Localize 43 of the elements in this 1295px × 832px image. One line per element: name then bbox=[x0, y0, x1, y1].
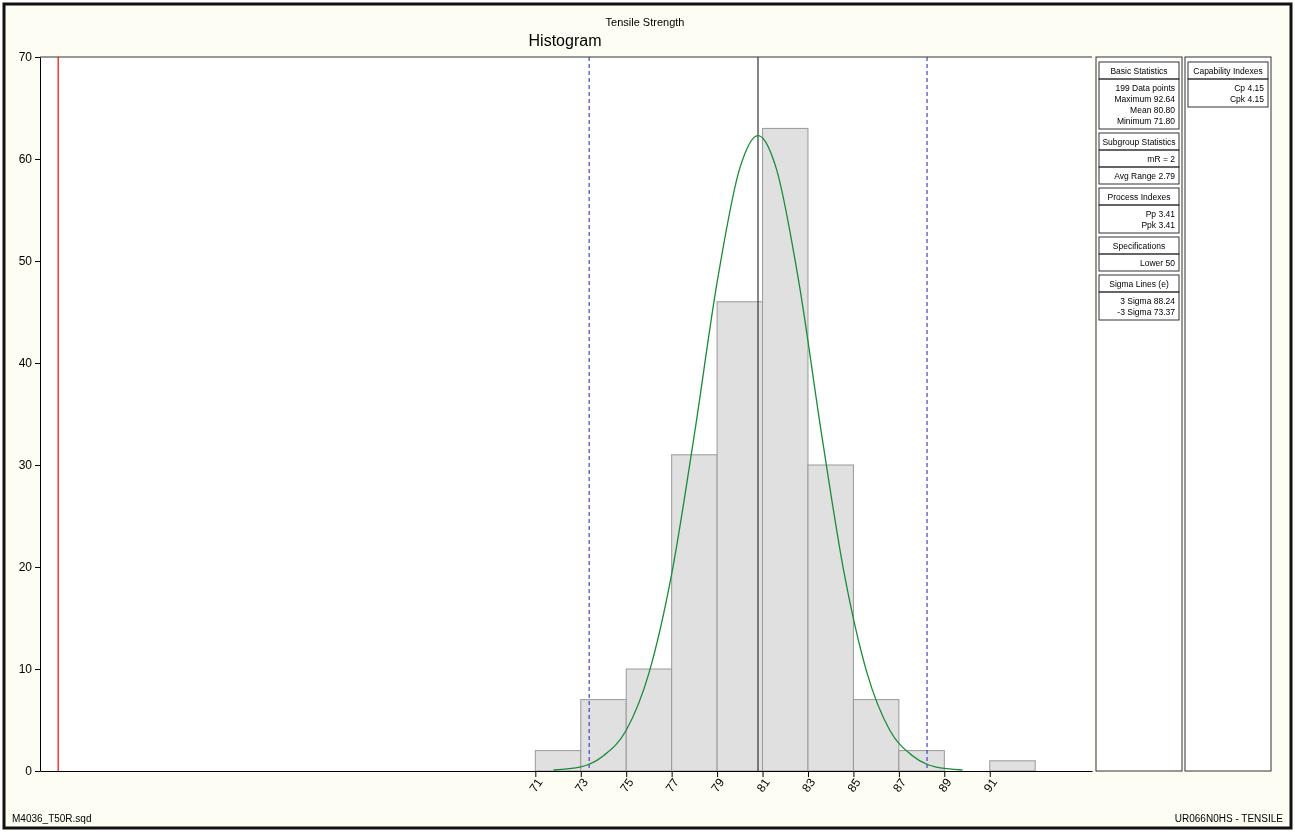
text: 3 Sigma 88.24 bbox=[1120, 296, 1176, 306]
text: Ppk 3.41 bbox=[1141, 220, 1176, 230]
y-tick-label: 10 bbox=[18, 662, 33, 677]
text: Pp 3.41 bbox=[1145, 209, 1176, 219]
x-tick-label: 91 bbox=[980, 775, 1001, 795]
y-tick-label: 0 bbox=[25, 764, 33, 779]
y-tick-label: 30 bbox=[18, 458, 33, 473]
x-tick-label: 77 bbox=[662, 775, 683, 795]
text: M4036_T50R.sqd bbox=[12, 813, 92, 824]
x-tick-label: 79 bbox=[708, 775, 728, 795]
chart-subtitle: Histogram bbox=[528, 32, 602, 49]
text: Lower 50 bbox=[1140, 258, 1176, 268]
y-tick-label: 20 bbox=[18, 560, 33, 575]
x-tick-label: 81 bbox=[753, 775, 773, 795]
y-tick-label: 40 bbox=[18, 356, 33, 371]
x-tick-label: 71 bbox=[526, 775, 546, 795]
text: Process Indexes bbox=[1107, 192, 1171, 202]
text: Cpk 4.15 bbox=[1229, 94, 1265, 104]
y-tick-label: 60 bbox=[18, 152, 33, 167]
y-tick-label: 50 bbox=[18, 254, 33, 269]
text: Minimum 71.80 bbox=[1116, 116, 1176, 126]
x-tick-label: 85 bbox=[844, 775, 864, 795]
text: Subgroup Statistics bbox=[1102, 137, 1176, 147]
text: Maximum 92.64 bbox=[1114, 94, 1176, 104]
text: Avg Range 2.79 bbox=[1114, 171, 1176, 181]
text: Specifications bbox=[1112, 241, 1166, 251]
text: Basic Statistics bbox=[1110, 66, 1168, 76]
x-tick-label: 83 bbox=[799, 775, 819, 795]
line-series bbox=[552, 134, 964, 771]
text: mR = 2 bbox=[1147, 154, 1176, 164]
text: Sigma Lines (e) bbox=[1109, 279, 1169, 289]
y-tick-label: 70 bbox=[18, 50, 33, 65]
x-tick-label: 75 bbox=[617, 775, 637, 795]
text: UR066N0HS - TENSILE bbox=[1174, 813, 1284, 824]
text: 199 Data points bbox=[1115, 83, 1175, 93]
x-tick-label: 87 bbox=[889, 775, 910, 795]
text: Mean 80.80 bbox=[1130, 105, 1176, 115]
text: Cp 4.15 bbox=[1234, 83, 1265, 93]
chart-title: Tensile Strength bbox=[605, 16, 685, 28]
text: Capability Indexes bbox=[1193, 66, 1263, 76]
x-tick-label: 73 bbox=[571, 775, 592, 795]
x-tick-label: 89 bbox=[935, 775, 955, 795]
text: -3 Sigma 73.37 bbox=[1117, 307, 1176, 317]
